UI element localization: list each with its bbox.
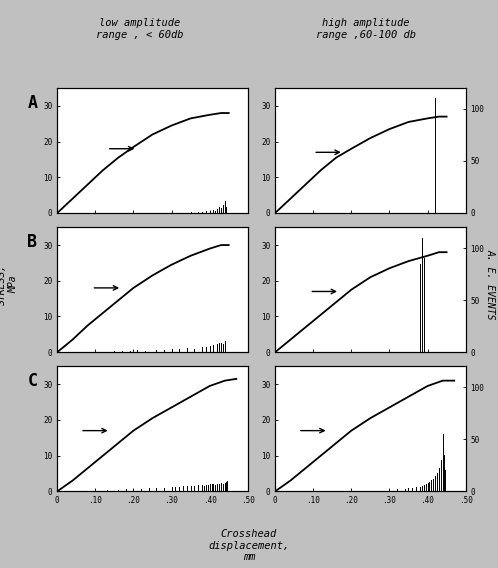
Text: B: B	[27, 233, 37, 251]
Text: A: A	[27, 94, 37, 112]
Text: C: C	[27, 373, 37, 390]
Text: low amplitude
range , < 60db: low amplitude range , < 60db	[96, 18, 183, 40]
Text: Crosshead
displacement,
mm: Crosshead displacement, mm	[208, 529, 290, 562]
Text: A. E. EVENTS: A. E. EVENTS	[486, 249, 496, 319]
Text: STRESS,
MPa: STRESS, MPa	[0, 264, 18, 304]
Text: high amplitude
range ,60-100 db: high amplitude range ,60-100 db	[316, 18, 416, 40]
